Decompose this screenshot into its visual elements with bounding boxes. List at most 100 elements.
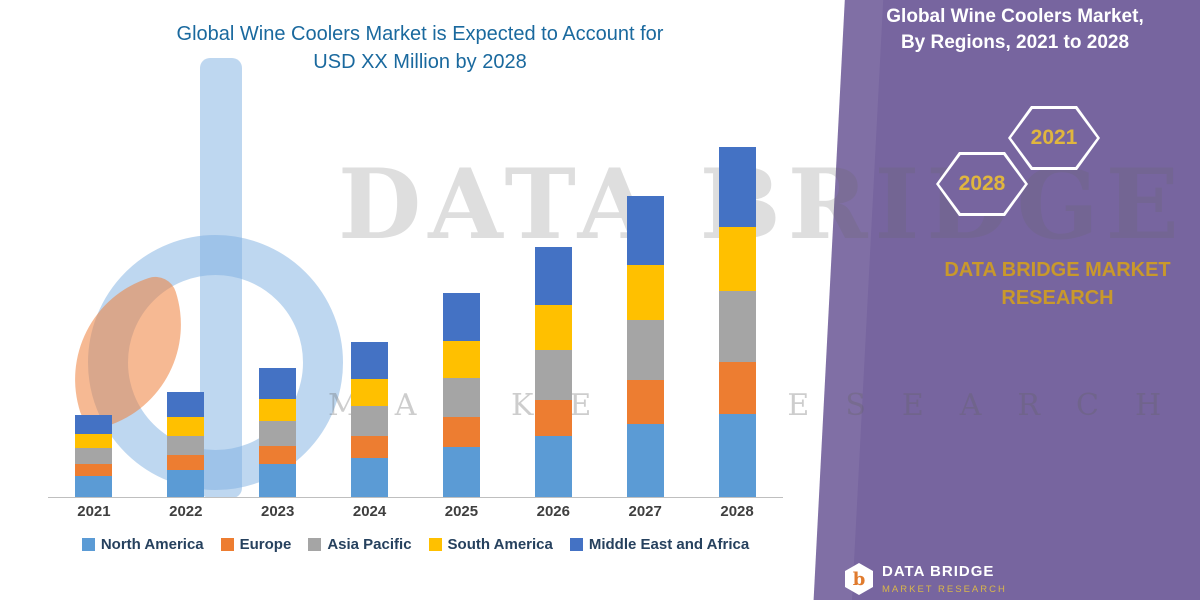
legend-swatch-europe <box>220 538 234 551</box>
bar-segment-middle-east-and-africa-2023 <box>259 367 297 399</box>
bar-segment-north-america-2021 <box>75 475 113 497</box>
bar-segment-south-america-2028 <box>718 227 756 292</box>
legend-label-north-america: North America <box>100 536 204 553</box>
bar-column-2028 <box>718 128 756 497</box>
plot-area <box>48 128 783 498</box>
bar-segment-middle-east-and-africa-2021 <box>75 414 113 434</box>
bar-segment-europe-2021 <box>75 464 113 476</box>
stacked-bar-2028 <box>718 147 756 497</box>
bar-segment-south-america-2023 <box>259 398 297 422</box>
legend-item-europe: Europe <box>220 536 292 553</box>
stacked-bar-2024 <box>351 341 389 497</box>
bar-segment-middle-east-and-africa-2027 <box>626 196 664 265</box>
x-axis-label-2025: 2025 <box>444 503 479 520</box>
bar-column-2026 <box>534 128 572 497</box>
bar-segment-europe-2028 <box>718 362 756 414</box>
bar-segment-middle-east-and-africa-2024 <box>351 341 389 379</box>
footer-logo: b DATA BRIDGE MARKET RESEARCH <box>845 563 1007 595</box>
footer-logo-subtitle: MARKET RESEARCH <box>882 584 1007 595</box>
chart-title-line1: Global Wine Coolers Market is Expected t… <box>176 23 664 45</box>
x-axis-label-2024: 2024 <box>352 503 387 520</box>
bar-segment-north-america-2026 <box>534 435 572 497</box>
bar-segment-north-america-2025 <box>442 446 480 497</box>
stacked-bar-2022 <box>167 392 205 497</box>
bar-segment-south-america-2026 <box>534 304 572 351</box>
databridge-logo-icon: b <box>845 563 873 595</box>
bar-segment-europe-2024 <box>351 435 389 459</box>
legend-label-south-america: South America <box>447 536 553 553</box>
legend-item-asia-pacific: Asia Pacific <box>308 536 412 553</box>
x-axis-label-2022: 2022 <box>169 503 203 520</box>
footer-logo-title: DATA BRIDGE <box>882 563 995 580</box>
legend-item-south-america: South America <box>428 536 553 553</box>
stacked-bar-2021 <box>75 414 113 497</box>
bar-segment-europe-2023 <box>259 445 297 464</box>
bar-segment-middle-east-and-africa-2022 <box>167 392 205 418</box>
legend-label-europe: Europe <box>239 536 292 553</box>
bar-segment-middle-east-and-africa-2025 <box>442 293 480 341</box>
legend-swatch-north-america <box>81 538 95 551</box>
bar-segment-south-america-2024 <box>351 378 389 406</box>
legend-label-middle-east-and-africa: Middle East and Africa <box>588 536 750 553</box>
legend-item-middle-east-and-africa: Middle East and Africa <box>569 536 750 553</box>
bar-segment-asia-pacific-2021 <box>75 448 113 464</box>
bar-segment-europe-2027 <box>626 380 664 425</box>
bar-segment-north-america-2023 <box>259 463 297 497</box>
legend-label-asia-pacific: Asia Pacific <box>327 536 412 553</box>
bar-segment-asia-pacific-2022 <box>167 435 205 456</box>
panel-header: Global Wine Coolers Market, By Regions, … <box>850 4 1180 56</box>
chart-title-line2: USD XX Million by 2028 <box>313 51 527 73</box>
legend-swatch-south-america <box>428 538 442 551</box>
bar-segment-asia-pacific-2024 <box>351 405 389 436</box>
bar-segment-asia-pacific-2023 <box>259 421 297 446</box>
bar-column-2024 <box>351 128 389 497</box>
bar-segment-north-america-2027 <box>626 424 664 497</box>
brand-text: DATA BRIDGE MARKET RESEARCH <box>935 256 1180 312</box>
bar-segment-south-america-2022 <box>167 417 205 436</box>
bar-segment-asia-pacific-2028 <box>718 291 756 363</box>
stacked-bar-2023 <box>259 367 297 497</box>
brand-line1: DATA BRIDGE MARKET <box>944 259 1171 281</box>
bar-column-2023 <box>259 128 297 497</box>
panel-header-line1: Global Wine Coolers Market, <box>886 6 1144 27</box>
chart-title: Global Wine Coolers Market is Expected t… <box>90 20 750 76</box>
bar-segment-south-america-2027 <box>626 264 664 321</box>
bar-segment-middle-east-and-africa-2028 <box>718 147 756 228</box>
legend-item-north-america: North America <box>81 536 204 553</box>
bar-segment-asia-pacific-2027 <box>626 320 664 381</box>
stacked-bar-2026 <box>534 246 572 497</box>
stacked-bar-2027 <box>626 196 664 497</box>
legend-swatch-asia-pacific <box>308 538 322 551</box>
x-axis-labels: 2021 2022 2023 2024 2025 2026 2027 2028 <box>48 503 783 520</box>
bar-column-2022 <box>167 128 205 497</box>
bar-segment-asia-pacific-2025 <box>442 377 480 418</box>
hexagon-2028-label: 2028 <box>939 155 1025 213</box>
x-axis-label-2027: 2027 <box>628 503 662 520</box>
panel-header-line2: By Regions, 2021 to 2028 <box>900 32 1130 53</box>
x-axis-label-2028: 2028 <box>720 503 754 520</box>
bar-segment-middle-east-and-africa-2026 <box>534 246 572 305</box>
hexagon-2021-label: 2021 <box>1011 109 1097 167</box>
bar-segment-north-america-2028 <box>718 413 756 497</box>
bar-segment-europe-2025 <box>442 417 480 447</box>
bar-column-2027 <box>626 128 664 497</box>
bar-segment-asia-pacific-2026 <box>534 350 572 400</box>
bar-segment-north-america-2024 <box>351 458 389 497</box>
stacked-bar-2025 <box>442 293 480 497</box>
x-axis-label-2026: 2026 <box>536 503 570 520</box>
bar-segment-europe-2022 <box>167 455 205 470</box>
bar-column-2025 <box>442 128 480 497</box>
footer-logo-texts: DATA BRIDGE MARKET RESEARCH <box>882 563 1007 595</box>
bar-segment-south-america-2021 <box>75 433 113 449</box>
bar-segment-south-america-2025 <box>442 340 480 378</box>
bar-segment-europe-2026 <box>534 399 572 436</box>
legend: North America Europe Asia Pacific South Ame… <box>28 536 803 553</box>
legend-swatch-middle-east-and-africa <box>569 538 583 551</box>
x-axis-label-2021: 2021 <box>77 503 111 520</box>
x-axis-label-2023: 2023 <box>261 503 295 520</box>
bar-column-2021 <box>75 128 113 497</box>
bar-segment-north-america-2022 <box>167 469 205 497</box>
brand-line2: RESEARCH <box>1001 287 1114 309</box>
